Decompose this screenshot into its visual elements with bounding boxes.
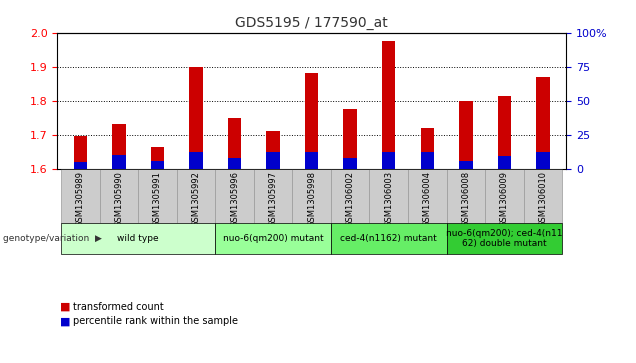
Bar (254, 169, 293, 223)
Bar (61, 223, 215, 254)
Text: ■: ■ (60, 302, 74, 312)
Bar (331, 169, 370, 223)
Bar (536, 152, 550, 169)
Text: GSM1305992: GSM1305992 (191, 171, 200, 227)
Bar (446, 223, 562, 254)
Bar (151, 161, 164, 169)
Text: GSM1305996: GSM1305996 (230, 171, 239, 227)
Bar (382, 152, 396, 169)
Bar (228, 118, 241, 169)
Bar (305, 73, 319, 169)
Text: ced-4(n1162) mutant: ced-4(n1162) mutant (340, 234, 437, 243)
Bar (408, 169, 446, 223)
Bar (100, 169, 138, 223)
Text: wild type: wild type (118, 234, 159, 243)
Text: GSM1305998: GSM1305998 (307, 171, 316, 227)
Text: nuo-6(qm200); ced-4(n11
62) double mutant: nuo-6(qm200); ced-4(n11 62) double mutan… (446, 229, 563, 248)
Bar (61, 169, 100, 223)
Bar (459, 101, 473, 169)
Bar (293, 169, 331, 223)
Bar (370, 169, 408, 223)
Bar (266, 131, 280, 169)
Text: GSM1306009: GSM1306009 (500, 171, 509, 227)
Bar (177, 169, 215, 223)
Bar (112, 155, 126, 169)
Bar (215, 169, 254, 223)
Bar (112, 124, 126, 169)
Text: GSM1305997: GSM1305997 (268, 171, 277, 227)
Bar (497, 95, 511, 169)
Text: genotype/variation  ▶: genotype/variation ▶ (3, 234, 102, 243)
Bar (190, 152, 203, 169)
Bar (74, 162, 87, 169)
Bar (228, 158, 241, 169)
Text: GSM1305990: GSM1305990 (114, 171, 123, 227)
Text: percentile rank within the sample: percentile rank within the sample (73, 316, 238, 326)
Bar (343, 109, 357, 169)
Bar (266, 152, 280, 169)
Bar (215, 223, 331, 254)
Text: GSM1306004: GSM1306004 (423, 171, 432, 227)
Title: GDS5195 / 177590_at: GDS5195 / 177590_at (235, 16, 388, 30)
Text: GSM1306002: GSM1306002 (346, 171, 355, 227)
Bar (74, 136, 87, 169)
Bar (446, 169, 485, 223)
Bar (331, 223, 446, 254)
Bar (497, 156, 511, 169)
Text: transformed count: transformed count (73, 302, 164, 312)
Text: ■: ■ (60, 316, 74, 326)
Text: GSM1305991: GSM1305991 (153, 171, 162, 227)
Bar (459, 161, 473, 169)
Bar (343, 158, 357, 169)
Bar (190, 67, 203, 169)
Bar (305, 152, 319, 169)
Bar (420, 152, 434, 169)
Bar (138, 169, 177, 223)
Text: GSM1306008: GSM1306008 (461, 171, 470, 228)
Text: nuo-6(qm200) mutant: nuo-6(qm200) mutant (223, 234, 324, 243)
Text: GSM1306003: GSM1306003 (384, 171, 393, 228)
Bar (523, 169, 562, 223)
Text: GSM1306010: GSM1306010 (539, 171, 548, 227)
Bar (420, 128, 434, 169)
Text: GSM1305989: GSM1305989 (76, 171, 85, 227)
Bar (151, 147, 164, 169)
Bar (536, 77, 550, 169)
Bar (382, 41, 396, 169)
Bar (485, 169, 523, 223)
